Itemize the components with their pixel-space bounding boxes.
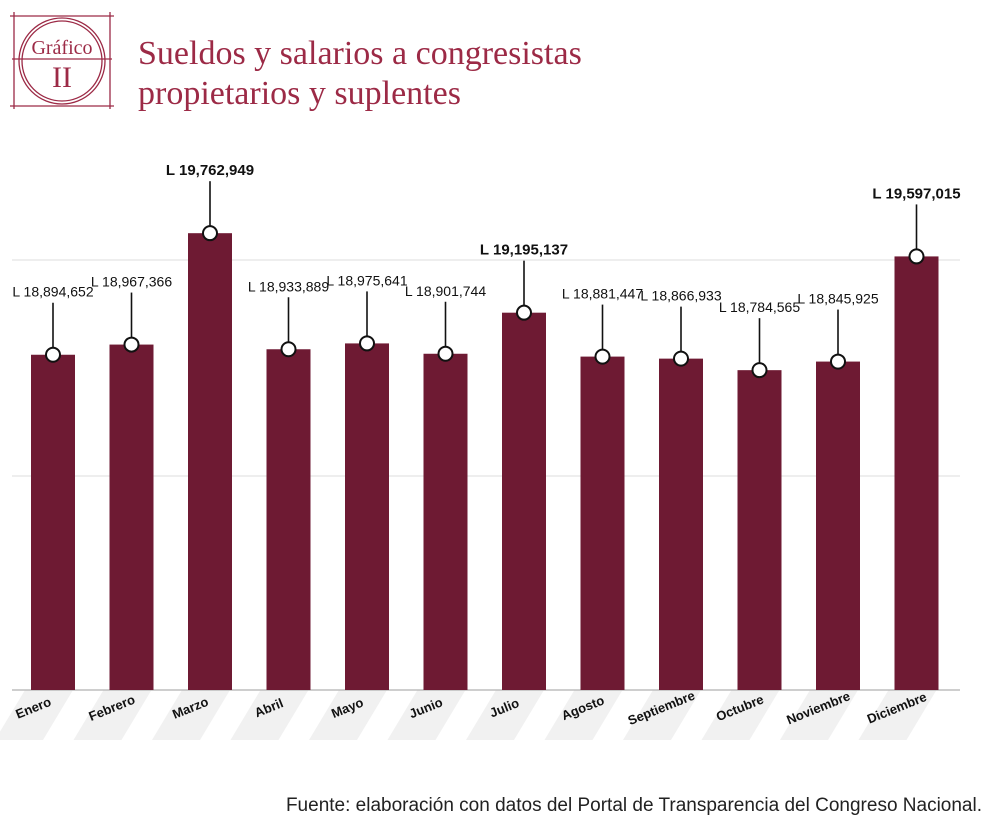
category-label-band [0,690,73,740]
value-marker [594,348,611,365]
value-marker [673,350,689,367]
data-label: L 18,784,565 [719,299,800,315]
category-label-band [230,690,309,740]
category-label-band [701,690,780,740]
grafico-badge: Gráfico II [10,12,114,109]
bar-diciembre [894,256,939,690]
category-label-band [387,690,466,740]
data-label: L 19,762,949 [166,162,254,179]
value-marker [123,336,140,353]
category-label-band [152,690,230,740]
value-marker [830,353,846,370]
data-label: L 18,866,933 [640,288,721,304]
data-label: L 18,901,744 [405,283,486,299]
bar-septiembre [659,358,703,690]
value-marker [45,346,61,363]
category-label-band [544,690,623,740]
data-label: L 19,597,015 [872,185,960,202]
bar-agosto [580,356,625,690]
value-marker [516,304,532,321]
bar-febrero [109,344,154,690]
bar-junio [423,353,468,690]
value-marker [751,362,768,379]
data-label: L 18,933,889 [248,278,329,294]
value-marker [280,341,297,358]
value-marker [202,225,218,242]
category-label-band [780,690,858,740]
data-label: L 19,195,137 [480,242,568,259]
bar-abril [266,349,311,690]
category-label-band [623,690,701,740]
category-label-band [858,690,937,740]
bar-octubre [737,370,782,690]
data-label: L 18,894,652 [12,284,93,300]
category-label-band [73,690,152,740]
bar-julio [502,312,546,690]
badge-numeral: II [52,61,72,94]
source-note: Fuente: elaboración con datos del Portal… [285,795,982,816]
data-label: L 18,881,447 [562,286,643,302]
title-line-2: propietarios y suplentes [138,75,461,112]
title-line-1: Sueldos y salarios a congresistas [138,35,582,72]
badge-word: Gráfico [31,37,92,59]
category-label-band [309,690,387,740]
bar-marzo [188,233,232,690]
bar-enero [31,354,75,690]
value-marker [908,248,925,265]
value-marker [359,335,375,352]
data-label: L 18,967,366 [91,274,172,290]
category-label-band [466,690,544,740]
bar-mayo [345,343,389,690]
bar-noviembre [816,361,860,690]
data-label: L 18,975,641 [326,272,407,288]
chart-title: Sueldos y salarios a congresistas propie… [138,34,582,114]
value-marker [437,345,454,362]
data-label: L 18,845,925 [797,291,878,307]
